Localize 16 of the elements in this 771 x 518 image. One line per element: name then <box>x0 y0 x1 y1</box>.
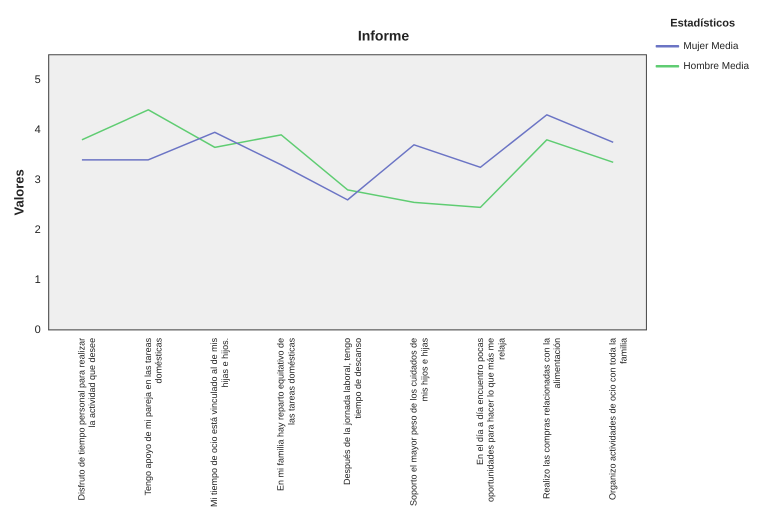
y-tick-label: 3 <box>34 174 41 186</box>
y-tick-label: 4 <box>34 124 41 136</box>
legend-label: Mujer Media <box>683 40 739 52</box>
x-tick-label: En el día a día encuentro pocas oportunidades para hacer lo que más me relaja <box>474 337 506 502</box>
y-axis-title: Valores <box>11 169 26 216</box>
x-tick-label: Mi tiempo de ocio está vinculado al de mis hijas e hijos. <box>209 337 230 508</box>
x-tick-label: Tengo apoyo de mi pareja en las tareas domésticas <box>142 337 164 496</box>
legend-title: Estadísticos <box>670 18 736 30</box>
y-tick-label: 2 <box>34 224 41 236</box>
x-tick-label: Organizo actividades de ocio con toda la familia <box>608 338 628 500</box>
chart-title: Informe <box>358 27 410 44</box>
x-tick-label: Disfruto de tiempo personal para realizar la actividad que desee <box>76 338 98 501</box>
legend-label: Hombre Media <box>683 60 750 72</box>
y-tick-label: 0 <box>34 324 41 336</box>
y-tick-label: 1 <box>34 274 41 286</box>
y-tick-label: 5 <box>34 74 41 86</box>
